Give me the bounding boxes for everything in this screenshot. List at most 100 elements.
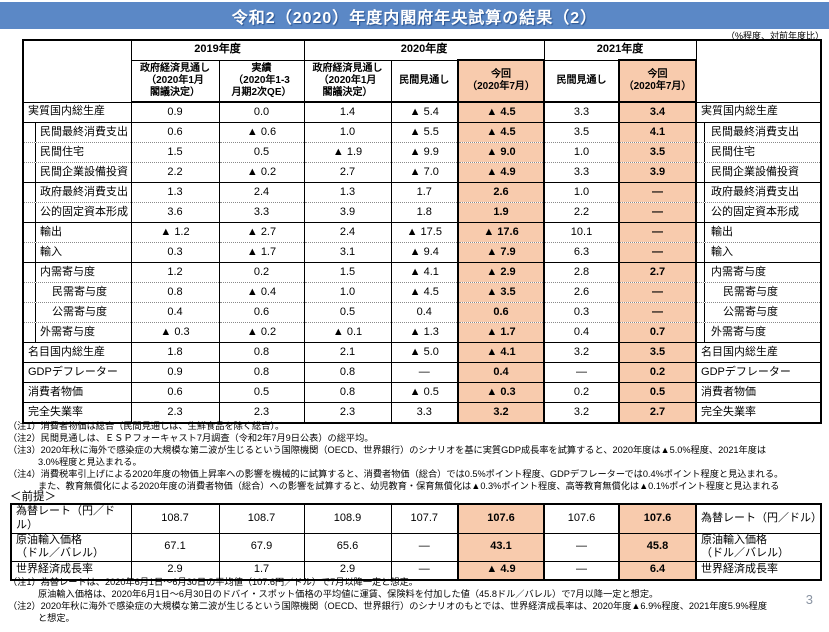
- value-cell: 0.6: [130, 122, 220, 143]
- value-cell: 0.5: [618, 382, 698, 403]
- value-cell: ▲ 1.9: [303, 142, 392, 163]
- value-cell: —: [618, 282, 698, 303]
- row-label-right: 名目国内総生産: [695, 342, 822, 363]
- row-label-left: 民需寄与度: [22, 282, 132, 303]
- value-cell: 3.4: [618, 101, 698, 123]
- value-cell: ▲ 0.1: [303, 322, 392, 343]
- premise-value-cell: 107.6: [543, 504, 620, 533]
- value-cell: 2.8: [543, 262, 620, 283]
- value-cell: —: [618, 202, 698, 223]
- value-cell: 0.2: [218, 262, 305, 283]
- col-header-gov-2020: 政府経済見通し （2020年1月 閣議決定）: [303, 60, 392, 103]
- note-line: （注2）民間見通しは、ＥＳＰフォーキャスト7月調査（令和2年7月9日公表）の総平…: [8, 433, 374, 443]
- table-row: 完全失業率 2.3 2.3 2.3 3.3 3.2 3.2 2.7 完全失業率: [22, 402, 822, 423]
- value-cell: ▲ 17.5: [390, 222, 459, 243]
- value-cell: 1.0: [543, 142, 620, 163]
- title-bar: 令和2（2020）年度内閣府年央試算の結果（2）: [0, 2, 829, 29]
- value-cell: 0.6: [218, 302, 305, 323]
- value-cell: ▲ 0.2: [218, 162, 305, 183]
- value-cell: 2.7: [618, 262, 698, 283]
- table-row: 輸出 ▲ 1.2 ▲ 2.7 2.4 ▲ 17.5 ▲ 17.6 10.1— 輸出: [22, 222, 822, 243]
- table-row: 民需寄与度 0.8 ▲ 0.4 1.0 ▲ 4.5 ▲ 3.5 2.6— 民需寄与度: [22, 282, 822, 303]
- value-cell: 0.8: [303, 362, 392, 383]
- value-cell: —: [390, 362, 459, 383]
- value-cell: 0.4: [130, 302, 220, 323]
- value-cell: 2.2: [543, 202, 620, 223]
- row-label-left: 民間最終消費支出: [22, 122, 132, 143]
- table-row: 公的固定資本形成 3.6 3.3 3.9 1.8 1.9 2.2— 公的固定資本形成: [22, 202, 822, 223]
- value-cell: 2.4: [303, 222, 392, 243]
- row-label-right: 完全失業率: [695, 402, 822, 423]
- note-line: （注1）為替レートは、2020年6月1日～6月30日の平均値（107.6円／ドル…: [8, 577, 418, 587]
- value-cell: 1.5: [303, 262, 392, 283]
- note-line: （注2）2020年秋に海外で感染症の大規模な第二波が生じるという国際機関（OEC…: [8, 601, 768, 611]
- row-label-right: 輸出: [695, 222, 822, 243]
- value-cell: ▲ 0.3: [130, 322, 220, 343]
- row-label-right: 政府最終消費支出: [695, 182, 822, 203]
- row-label-right: 民間企業設備投資: [695, 162, 822, 183]
- row-label-left: 政府最終消費支出: [22, 182, 132, 203]
- premise-value-cell: 107.6: [457, 504, 545, 533]
- row-label-left: 公的固定資本形成: [22, 202, 132, 223]
- year-group-2020: 2020年度: [303, 40, 545, 61]
- row-label-left: GDPデフレーター: [22, 362, 132, 383]
- value-cell: 2.4: [218, 182, 305, 203]
- value-cell: ▲ 3.5: [457, 282, 546, 303]
- page-number: 3: [805, 592, 813, 607]
- table-row: 公需寄与度 0.4 0.6 0.5 0.4 0.6 0.3— 公需寄与度: [22, 302, 822, 323]
- value-cell: ▲ 0.5: [390, 382, 459, 403]
- value-cell: 3.2: [457, 402, 546, 423]
- value-cell: 0.3: [130, 242, 220, 263]
- premises-table-body: 為替レート（円／ドル） 108.7 108.7 108.9 107.7 107.6 107.…: [10, 504, 822, 580]
- premise-row: 原油輸入価格 （ドル／バレル） 67.1 67.9 65.6—43.1—45.8 原油輸…: [10, 532, 822, 562]
- value-cell: —: [618, 302, 698, 323]
- premise-value-cell: 107.7: [390, 504, 459, 533]
- premise-value-cell: 65.6: [303, 532, 392, 562]
- premise-label-left: 原油輸入価格 （ドル／バレル）: [10, 532, 132, 562]
- value-cell: 0.8: [218, 342, 305, 363]
- premise-value-cell: 67.1: [130, 532, 220, 562]
- value-cell: 3.2: [543, 342, 620, 363]
- table-row: 消費者物価 0.6 0.5 0.8 ▲ 0.5 ▲ 0.3 0.2 0.5 消費者物価: [22, 382, 822, 403]
- row-label-right: 民間最終消費支出: [695, 122, 822, 143]
- value-cell: 3.5: [618, 142, 698, 163]
- table-row: GDPデフレーター 0.9 0.8 0.8—0.4—0.2 GDPデフレーター: [22, 362, 822, 383]
- value-cell: ▲ 5.4: [390, 101, 459, 123]
- row-label-left: 民間住宅: [22, 142, 132, 163]
- col-header-actual-2019: 実績 （2020年1-3 月期2次QE）: [218, 60, 305, 103]
- value-cell: ▲ 5.5: [390, 122, 459, 143]
- row-label-right: 実質国内総生産: [695, 101, 822, 123]
- value-cell: —: [543, 362, 620, 383]
- value-cell: 0.8: [130, 282, 220, 303]
- value-cell: 2.3: [218, 402, 305, 423]
- value-cell: 1.0: [303, 282, 392, 303]
- value-cell: ▲ 4.9: [457, 162, 546, 183]
- value-cell: —: [618, 182, 698, 203]
- note-line: （注1）消費者物価は総合（民間見通しは、生鮮食品を除く総合）。: [8, 421, 285, 431]
- value-cell: 1.0: [543, 182, 620, 203]
- value-cell: ▲ 1.7: [457, 322, 546, 343]
- value-cell: 2.7: [618, 402, 698, 423]
- value-cell: 10.1: [543, 222, 620, 243]
- value-cell: —: [618, 242, 698, 263]
- premise-value-cell: 108.7: [130, 504, 220, 533]
- note-line: 3.0%程度と見込まれる。: [38, 457, 142, 467]
- table-row: 輸入 0.3 ▲ 1.7 3.1 ▲ 9.4 ▲ 7.9 6.3— 輸入: [22, 242, 822, 263]
- value-cell: 3.9: [618, 162, 698, 183]
- col-header-now-2021: 今回 （2020年7月）: [618, 59, 698, 103]
- value-cell: 1.8: [130, 342, 220, 363]
- value-cell: 3.2: [543, 402, 620, 423]
- year-group-2019: 2019年度: [130, 40, 305, 61]
- row-label-left: 輸入: [22, 242, 132, 263]
- row-label-right: 外需寄与度: [695, 322, 822, 343]
- value-cell: ▲ 0.4: [218, 282, 305, 303]
- row-label-right: 消費者物価: [695, 382, 822, 403]
- value-cell: 1.5: [130, 142, 220, 163]
- value-cell: 0.9: [130, 101, 220, 123]
- value-cell: 1.0: [303, 122, 392, 143]
- table-row: 外需寄与度 ▲ 0.3 ▲ 0.2 ▲ 0.1 ▲ 1.3 ▲ 1.7 0.4 0.7 外需寄与…: [22, 322, 822, 343]
- row-label-right: GDPデフレーター: [695, 362, 822, 383]
- value-cell: ▲ 1.2: [130, 222, 220, 243]
- value-cell: 3.5: [618, 342, 698, 363]
- table-row: 政府最終消費支出 1.3 2.4 1.3 1.7 2.6 1.0— 政府最終消費支出: [22, 182, 822, 203]
